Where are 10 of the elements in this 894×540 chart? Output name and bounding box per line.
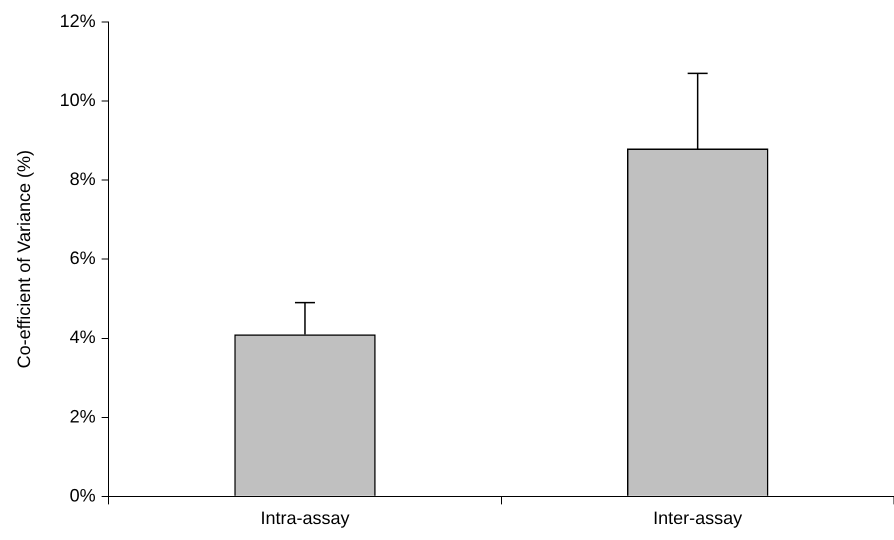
y-tick-label: 4% (70, 327, 96, 348)
y-tick-label: 10% (60, 90, 96, 110)
x-tick-label: Intra-assay (260, 508, 350, 528)
y-tick-label: 0% (70, 485, 96, 506)
x-tick-label: Inter-assay (653, 508, 742, 528)
y-tick-label: 6% (70, 248, 96, 268)
y-tick-label: 12% (60, 10, 96, 31)
y-tick-label: 2% (70, 406, 96, 426)
y-axis-title: Co-efficient of Variance (%) (14, 150, 34, 368)
y-tick-label: 8% (70, 169, 96, 190)
